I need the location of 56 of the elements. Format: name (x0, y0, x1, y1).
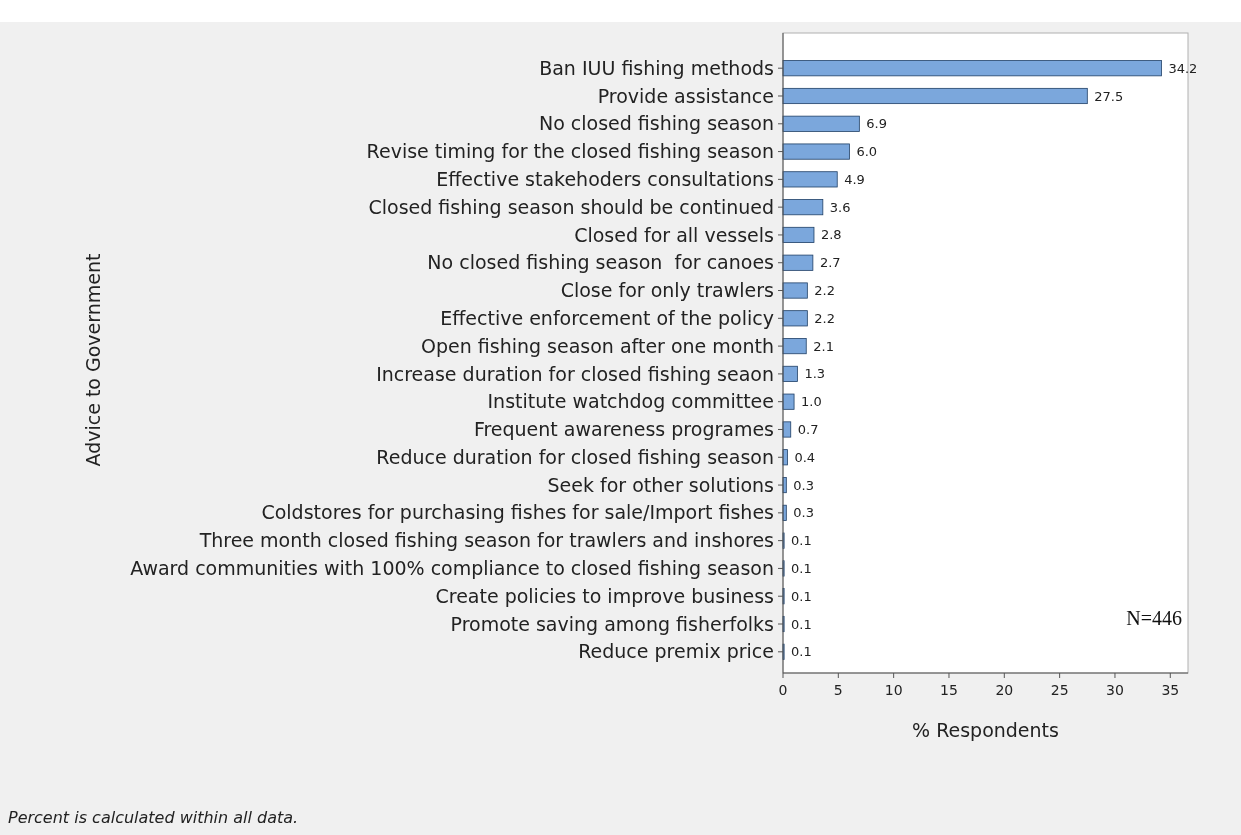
data-label: 1.0 (801, 394, 822, 410)
data-label: 0.1 (791, 644, 812, 660)
data-label: 0.1 (791, 616, 812, 632)
x-tick-label: 35 (1161, 682, 1180, 698)
x-tick-label: 30 (1106, 682, 1124, 698)
data-label: 0.4 (794, 449, 816, 465)
data-label: 2.7 (819, 255, 841, 271)
y-tick-label: Seek for other solutions (547, 473, 774, 496)
x-tick-label: 20 (995, 682, 1014, 698)
x-tick-label: 15 (940, 682, 958, 698)
data-label: 0.3 (793, 477, 815, 493)
data-label: 27.5 (1094, 88, 1124, 104)
x-tick-label: 25 (1050, 682, 1069, 698)
data-label: 6.0 (856, 144, 878, 160)
x-tick-label: 10 (884, 682, 903, 698)
y-tick-label: Closed fishing season should be continued (368, 195, 774, 218)
x-tick-label: 5 (833, 682, 843, 698)
data-label: 3.6 (829, 199, 851, 215)
y-tick-label: Effective enforcement of the policy (440, 306, 774, 329)
data-label: 2.2 (814, 310, 836, 326)
data-label: 2.1 (813, 338, 834, 354)
y-tick-label: Three month closed fishing season for trawlers and inshores (198, 529, 774, 552)
y-tick-label: Closed for all vessels (574, 223, 774, 246)
y-tick-label: Reduce premix price (578, 640, 774, 663)
y-tick-label: No closed fishing season for canoes (427, 251, 774, 274)
x-axis-title: % Respondents (912, 719, 1059, 741)
data-label: 0.7 (797, 422, 819, 438)
y-tick-label: Increase duration for closed fishing seaon (376, 362, 774, 385)
y-tick-label: Ban IUU fishing methods (539, 56, 774, 79)
y-tick-label: Effective stakehoders consultations (436, 168, 774, 191)
y-tick-label: Reduce duration for closed fishing season (376, 445, 774, 468)
y-tick-label: Open fishing season after one month (420, 334, 774, 357)
data-label: 2.8 (820, 227, 842, 243)
y-tick-label: Institute watchdog committee (487, 390, 774, 413)
data-label: 0.3 (793, 505, 815, 521)
y-tick-label: Close for only trawlers (560, 279, 774, 302)
data-label: 1.3 (804, 366, 826, 382)
y-tick-label: Award communities with 100% compliance to closed fishing season (130, 557, 774, 580)
data-label: 0.1 (791, 560, 812, 576)
data-label: 4.9 (844, 171, 865, 187)
y-tick-label: Promote saving among fisherfolks (450, 612, 774, 635)
y-tick-label: Frequent awareness programes (473, 418, 774, 441)
y-tick-label: Create policies to improve business (435, 584, 774, 607)
annotation: N=446 (1126, 607, 1182, 629)
x-tick-label: 0 (778, 682, 788, 698)
y-axis-title: Advice to Government (82, 253, 104, 467)
y-tick-label: Provide assistance (597, 84, 774, 107)
y-tick-label: No closed fishing season (538, 112, 774, 135)
data-label: 2.2 (814, 283, 836, 299)
data-label: 0.1 (791, 588, 812, 604)
data-label: 6.9 (866, 116, 888, 132)
data-label: 0.1 (791, 533, 812, 549)
y-tick-label: Revise timing for the closed fishing season (366, 140, 774, 163)
y-tick-label: Coldstores for purchasing fishes for sale/Import fishes (261, 501, 774, 524)
data-label: 34.2 (1168, 60, 1198, 76)
text: Percent is calculated within all data. (8, 808, 299, 827)
